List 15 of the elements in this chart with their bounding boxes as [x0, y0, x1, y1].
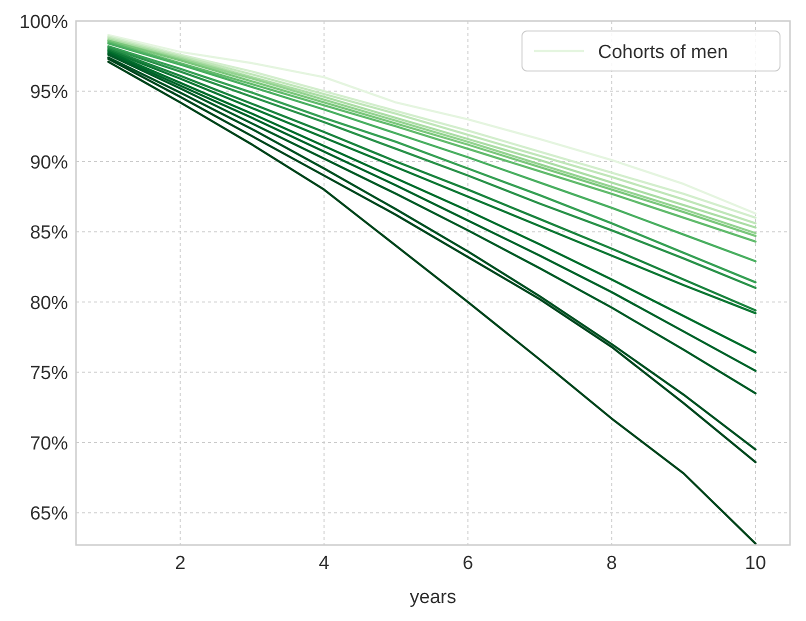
y-tick-label: 70% [30, 433, 68, 454]
y-tick-label: 100% [19, 12, 68, 33]
x-tick-label: 2 [174, 553, 186, 574]
y-tick-label: 85% [30, 222, 68, 244]
y-tick-label: 80% [30, 292, 68, 314]
x-axis-title: years [410, 587, 456, 608]
x-tick-label: 4 [318, 553, 330, 574]
y-tick-label: 75% [30, 363, 68, 384]
legend-label: Cohorts of men [598, 42, 728, 63]
y-tick-label: 95% [30, 82, 68, 104]
x-tick-label: 8 [606, 553, 617, 574]
x-tick-label: 10 [744, 553, 766, 574]
x-tick-label: 6 [462, 553, 474, 574]
y-tick-label: 90% [30, 152, 68, 174]
y-tick-label: 65% [30, 504, 68, 525]
